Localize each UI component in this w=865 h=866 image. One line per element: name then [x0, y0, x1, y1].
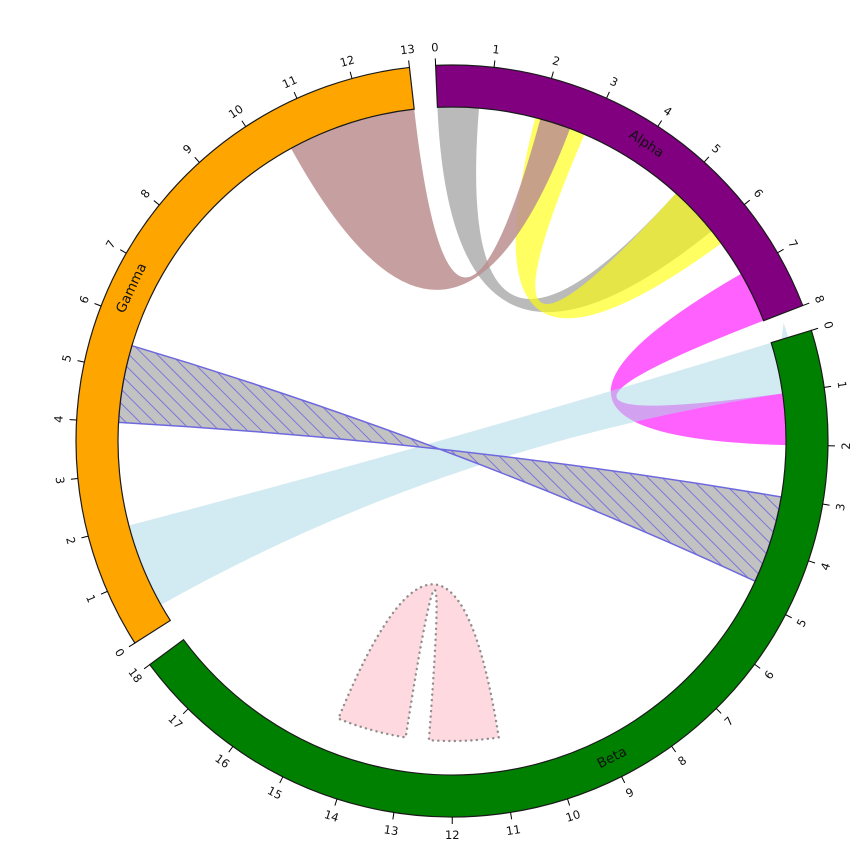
tick-label-beta-9: 9 — [623, 785, 636, 801]
tick-label-beta-10: 10 — [564, 807, 582, 825]
tick-gamma-2 — [81, 535, 89, 539]
tick-label-beta-15: 15 — [265, 783, 284, 802]
tick-beta-6 — [754, 663, 761, 669]
tick-label-gamma-5: 5 — [59, 353, 74, 363]
tick-gamma-9 — [194, 156, 200, 163]
link-gamma-alpha-rosybrown — [291, 109, 571, 290]
tick-label-alpha-6: 6 — [751, 186, 766, 201]
tick-label-alpha-1: 1 — [492, 42, 501, 57]
tick-beta-3 — [822, 503, 830, 506]
tick-label-gamma-8: 8 — [138, 186, 153, 200]
tick-label-gamma-11: 11 — [280, 73, 299, 92]
tick-gamma-8 — [153, 200, 160, 206]
tick-beta-1 — [824, 385, 832, 388]
link-gamma-beta-lightblue-arrow — [128, 322, 803, 605]
tick-label-beta-11: 11 — [505, 822, 522, 838]
tick-alpha-1 — [493, 60, 496, 68]
tick-beta-18 — [143, 664, 151, 670]
tick-gamma-0 — [128, 642, 136, 648]
tick-label-beta-17: 17 — [165, 712, 185, 732]
tick-beta-0 — [811, 327, 819, 331]
tick-alpha-6 — [744, 199, 751, 205]
tick-beta-4 — [808, 560, 816, 564]
tick-label-alpha-5: 5 — [709, 141, 724, 156]
tick-label-gamma-3: 3 — [53, 476, 68, 485]
tick-label-beta-1: 1 — [835, 380, 850, 389]
tick-beta-17 — [182, 708, 189, 715]
tick-label-beta-4: 4 — [818, 561, 834, 572]
tick-label-beta-5: 5 — [794, 616, 810, 629]
tick-gamma-6 — [94, 303, 102, 307]
tick-label-gamma-12: 12 — [338, 52, 356, 69]
tick-label-alpha-2: 2 — [551, 53, 562, 68]
link-beta-self-pink-dotted — [336, 583, 501, 743]
tick-label-beta-13: 13 — [383, 822, 400, 838]
tick-label-alpha-8: 8 — [812, 293, 828, 305]
tick-alpha-2 — [551, 71, 554, 79]
tick-gamma-13 — [408, 60, 410, 68]
tick-alpha-5 — [703, 156, 710, 163]
tick-beta-9 — [621, 776, 626, 784]
tick-label-alpha-7: 7 — [785, 237, 801, 250]
tick-gamma-3 — [70, 478, 78, 480]
tick-label-alpha-4: 4 — [661, 103, 675, 119]
tick-beta-13 — [392, 812, 395, 820]
tick-label-beta-3: 3 — [833, 502, 848, 512]
tick-label-beta-18: 18 — [125, 665, 145, 685]
tick-label-alpha-0: 0 — [431, 40, 439, 54]
tick-label-beta-8: 8 — [675, 753, 689, 769]
sector-band-alpha — [434, 64, 804, 322]
tick-label-beta-7: 7 — [721, 714, 736, 729]
tick-label-beta-6: 6 — [761, 668, 777, 682]
tick-label-beta-14: 14 — [322, 807, 340, 825]
tick-beta-7 — [715, 708, 722, 714]
tick-alpha-7 — [777, 248, 784, 254]
tick-gamma-1 — [100, 590, 108, 595]
sector-band-gamma — [75, 66, 415, 644]
tick-gamma-12 — [349, 71, 353, 79]
tick-beta-14 — [334, 798, 338, 806]
link-alpha-self-yellow — [515, 117, 722, 319]
tick-label-gamma-7: 7 — [103, 238, 119, 251]
tick-label-beta-2: 2 — [839, 442, 853, 449]
tick-label-gamma-9: 9 — [180, 141, 195, 156]
tick-label-beta-16: 16 — [212, 751, 232, 771]
tick-label-gamma-10: 10 — [226, 102, 246, 122]
tick-gamma-11 — [293, 91, 298, 99]
tick-label-gamma-0: 0 — [112, 646, 128, 660]
tick-label-gamma-13: 13 — [399, 42, 415, 58]
tick-label-gamma-2: 2 — [63, 535, 78, 546]
tick-beta-15 — [279, 776, 284, 784]
tick-gamma-5 — [77, 360, 85, 363]
tick-beta-8 — [671, 745, 677, 753]
tick-gamma-10 — [241, 120, 247, 127]
tick-alpha-3 — [606, 91, 610, 99]
tick-alpha-8 — [802, 302, 810, 307]
tick-label-gamma-6: 6 — [76, 294, 92, 306]
tick-label-gamma-4: 4 — [51, 415, 65, 423]
tick-label-gamma-1: 1 — [83, 592, 99, 604]
tick-beta-5 — [785, 614, 792, 619]
tick-gamma-7 — [119, 249, 127, 254]
tick-beta-10 — [566, 798, 571, 806]
tick-label-beta-0: 0 — [821, 319, 837, 330]
tick-alpha-4 — [657, 120, 663, 127]
sector-band-beta — [148, 329, 829, 818]
tick-beta-11 — [510, 812, 513, 820]
tick-label-alpha-3: 3 — [608, 74, 620, 90]
tick-beta-16 — [228, 746, 234, 753]
tick-label-beta-12: 12 — [445, 828, 460, 842]
